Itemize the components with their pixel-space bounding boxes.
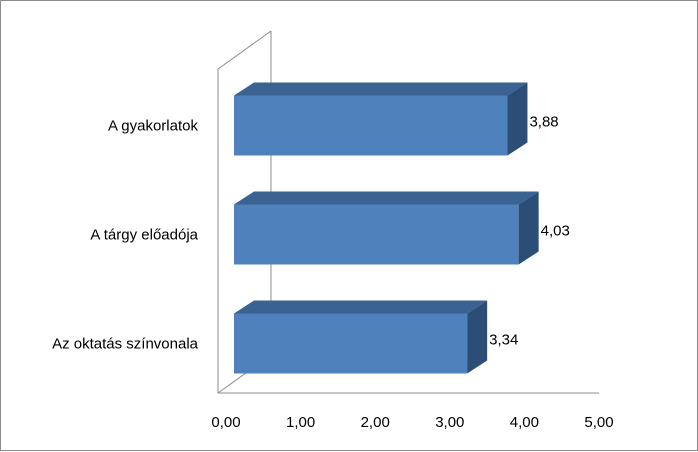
- category-label: Az oktatás színvonala: [52, 336, 199, 353]
- x-tick-label: 4,00: [510, 414, 539, 431]
- category-label: A gyakorlatok: [108, 118, 199, 135]
- x-tick-label: 5,00: [584, 414, 613, 431]
- category-label: A tárgy előadója: [90, 227, 198, 244]
- chart-bars: [234, 82, 539, 374]
- bar-front: [234, 204, 519, 265]
- chart-labels: 0,00 1,00 2,00 3,00 4,00 5,00 Az oktatás színv…: [52, 114, 614, 432]
- bar-top: [234, 191, 539, 205]
- data-label: 3,88: [529, 114, 558, 131]
- x-tick-label: 0,00: [211, 414, 240, 431]
- data-label: 4,03: [541, 223, 570, 240]
- bar-top: [234, 300, 488, 314]
- bar-side: [518, 191, 539, 265]
- x-tick-label: 1,00: [286, 414, 315, 431]
- x-tick-label: 2,00: [361, 414, 390, 431]
- bar-side: [467, 300, 488, 374]
- bar-front: [234, 313, 468, 374]
- x-tick-label: 3,00: [435, 414, 464, 431]
- bar-top: [234, 82, 528, 96]
- side-wall: [217, 30, 272, 393]
- data-label: 3,34: [489, 332, 518, 349]
- bar-side: [507, 82, 528, 156]
- bar-front: [234, 95, 508, 156]
